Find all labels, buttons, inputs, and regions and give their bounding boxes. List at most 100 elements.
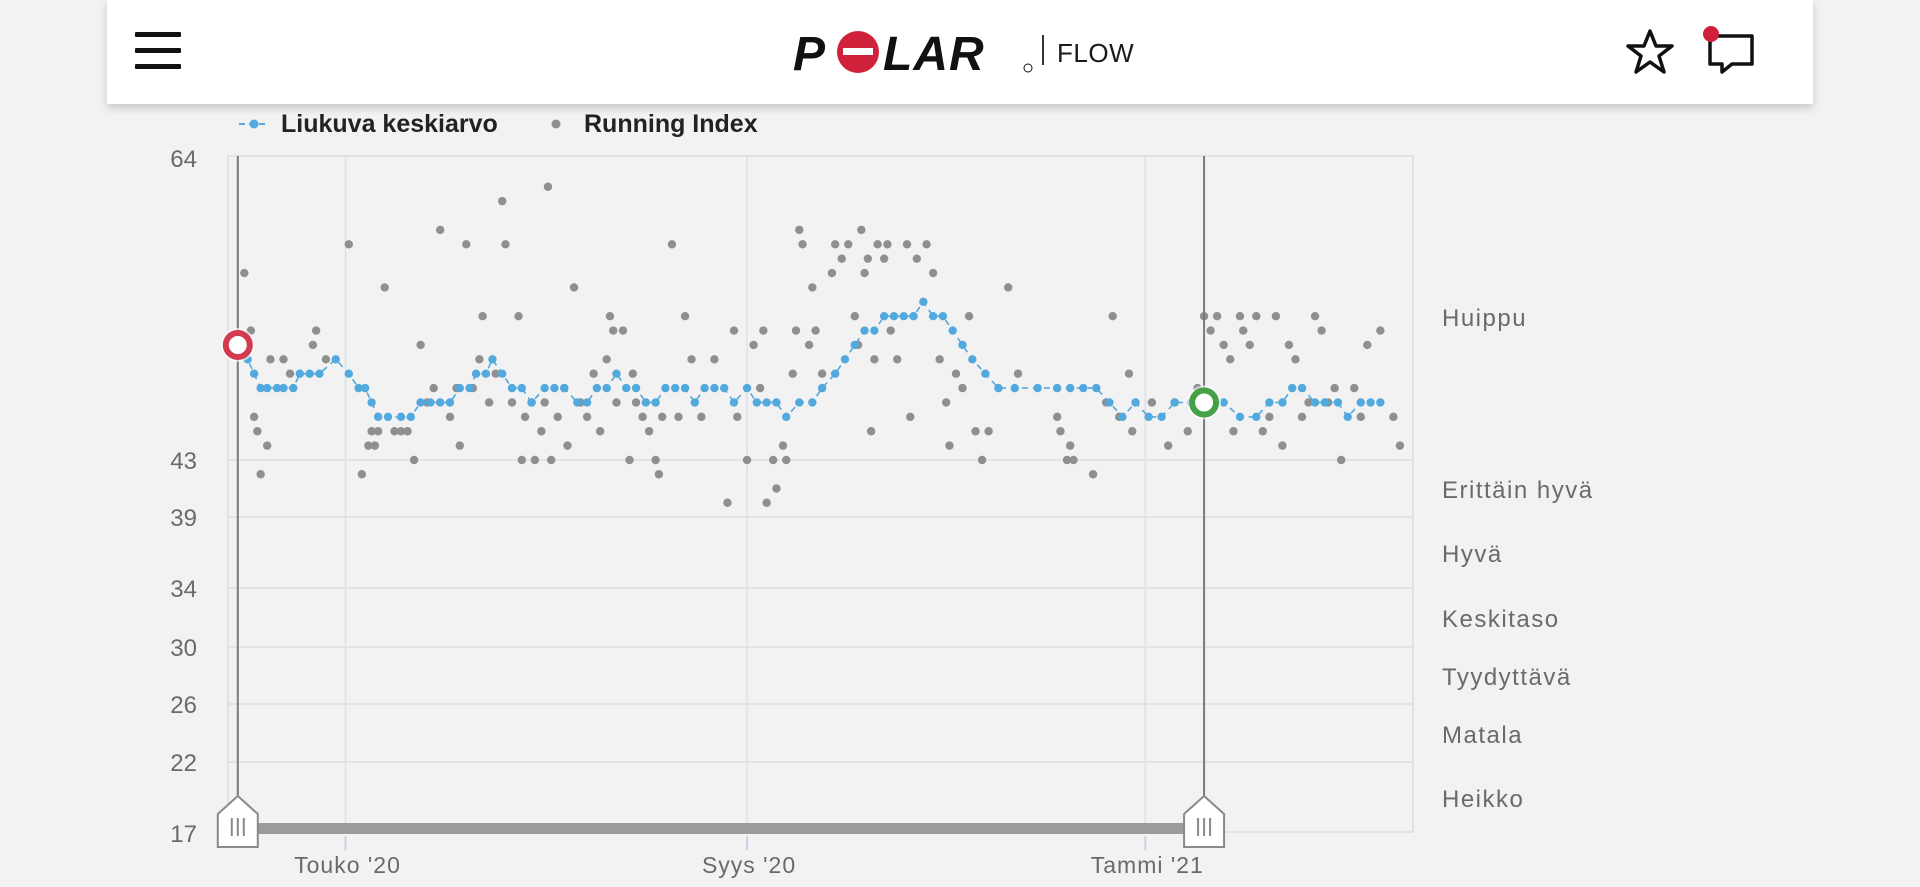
running-index-point: [501, 240, 510, 249]
running-index-point: [772, 484, 781, 493]
moving-average-point: [752, 398, 762, 407]
running-index-point: [507, 398, 517, 407]
running-index-point: [1271, 311, 1281, 321]
running-index-point: [1212, 311, 1222, 321]
running-index-point: [380, 283, 389, 292]
running-index-point: [403, 427, 412, 436]
running-index-point: [1278, 441, 1287, 450]
y-tick-label: 30: [170, 635, 197, 662]
running-index-point: [1229, 427, 1238, 436]
product-name: FLOW: [1057, 38, 1135, 68]
moving-average-point: [860, 326, 869, 335]
running-index-point: [285, 369, 295, 378]
y-tick-label: 34: [170, 576, 197, 603]
star-icon[interactable]: [1625, 28, 1675, 76]
running-index-point: [582, 412, 592, 422]
moving-average-point: [661, 383, 670, 393]
selection-marker: [222, 329, 253, 360]
moving-average-point: [817, 383, 827, 393]
running-index-point: [870, 355, 879, 364]
running-index-point: [928, 268, 938, 278]
y-tick-label: 26: [170, 692, 197, 719]
running-index-point: [605, 311, 615, 321]
moving-average-point: [249, 369, 259, 378]
running-index-point: [1052, 412, 1062, 422]
polar-logo[interactable]: P LAR: [787, 26, 1062, 78]
moving-average-point: [507, 383, 517, 393]
running-index-point: [1258, 427, 1268, 436]
moving-average-point: [671, 383, 680, 393]
moving-average-line: [237, 300, 1381, 419]
y-tick-label: 43: [170, 448, 197, 475]
y-tick-label: 39: [170, 505, 197, 532]
zone-label: Keskitaso: [1442, 606, 1560, 633]
moving-average-point: [1252, 412, 1261, 422]
running-index-point: [589, 369, 598, 378]
running-index-point: [344, 240, 353, 249]
running-index-point: [1395, 441, 1405, 450]
running-index-point: [396, 427, 406, 436]
polar-wordmark-icon: P LAR: [793, 28, 1033, 78]
running-index-point: [491, 369, 500, 378]
moving-average-point: [870, 326, 879, 335]
moving-average-point: [354, 383, 363, 393]
running-index-point: [791, 326, 801, 335]
running-index-point: [602, 355, 611, 364]
moving-average-point: [1278, 398, 1287, 407]
running-index-point: [667, 240, 677, 249]
moving-average-point: [550, 383, 559, 393]
running-index-point: [1252, 311, 1261, 321]
running-index-point: [370, 441, 380, 450]
running-index-point: [484, 398, 494, 407]
moving-average-point: [540, 383, 549, 393]
zone-label: Heikko: [1442, 786, 1524, 813]
moving-average-point: [1265, 398, 1274, 407]
running-index-point: [1004, 283, 1013, 292]
moving-average-point: [367, 398, 376, 407]
moving-average-point: [465, 383, 474, 393]
running-index-point: [1108, 311, 1117, 321]
moving-average-point: [1219, 398, 1228, 407]
running-index-point: [1056, 427, 1065, 436]
running-index-point: [256, 470, 265, 479]
running-index-point: [1128, 427, 1137, 436]
running-index-point: [837, 254, 846, 263]
range-handle-end[interactable]: [1183, 156, 1226, 848]
moving-average-point: [919, 297, 928, 307]
moving-average-point: [455, 383, 464, 393]
moving-average-point: [262, 383, 272, 393]
running-index-point: [768, 455, 778, 465]
running-index-point: [879, 254, 889, 263]
range-track: [237, 823, 1205, 834]
running-index-point: [830, 240, 840, 249]
running-index-point: [553, 412, 562, 422]
running-index-point: [984, 427, 993, 436]
running-index-point: [1310, 311, 1320, 321]
svg-text:P: P: [793, 28, 826, 78]
moving-average-point: [527, 398, 536, 407]
running-index-point: [866, 427, 876, 436]
chat-notification-icon[interactable]: [1702, 24, 1758, 76]
moving-average-point: [742, 383, 752, 393]
running-index-point: [595, 427, 605, 436]
plot-area: [227, 155, 1414, 833]
range-handle-start[interactable]: [216, 156, 259, 848]
running-index-point: [517, 455, 527, 465]
running-index-point: [778, 441, 788, 450]
running-index-point: [902, 240, 912, 249]
moving-average-point: [488, 355, 497, 364]
running-index-point: [844, 240, 853, 249]
running-index-point: [782, 455, 791, 465]
moving-average-point: [517, 383, 527, 393]
top-bar: P LAR FLOW: [107, 0, 1813, 104]
running-index-point: [710, 355, 719, 364]
running-index-point: [631, 398, 641, 407]
running-index-point: [798, 240, 807, 249]
running-index-point: [240, 268, 249, 278]
moving-average-point: [582, 398, 592, 407]
running-index-point: [964, 311, 974, 321]
running-index-point: [249, 412, 259, 422]
moving-average-point: [498, 369, 507, 378]
menu-icon[interactable]: [135, 30, 181, 70]
